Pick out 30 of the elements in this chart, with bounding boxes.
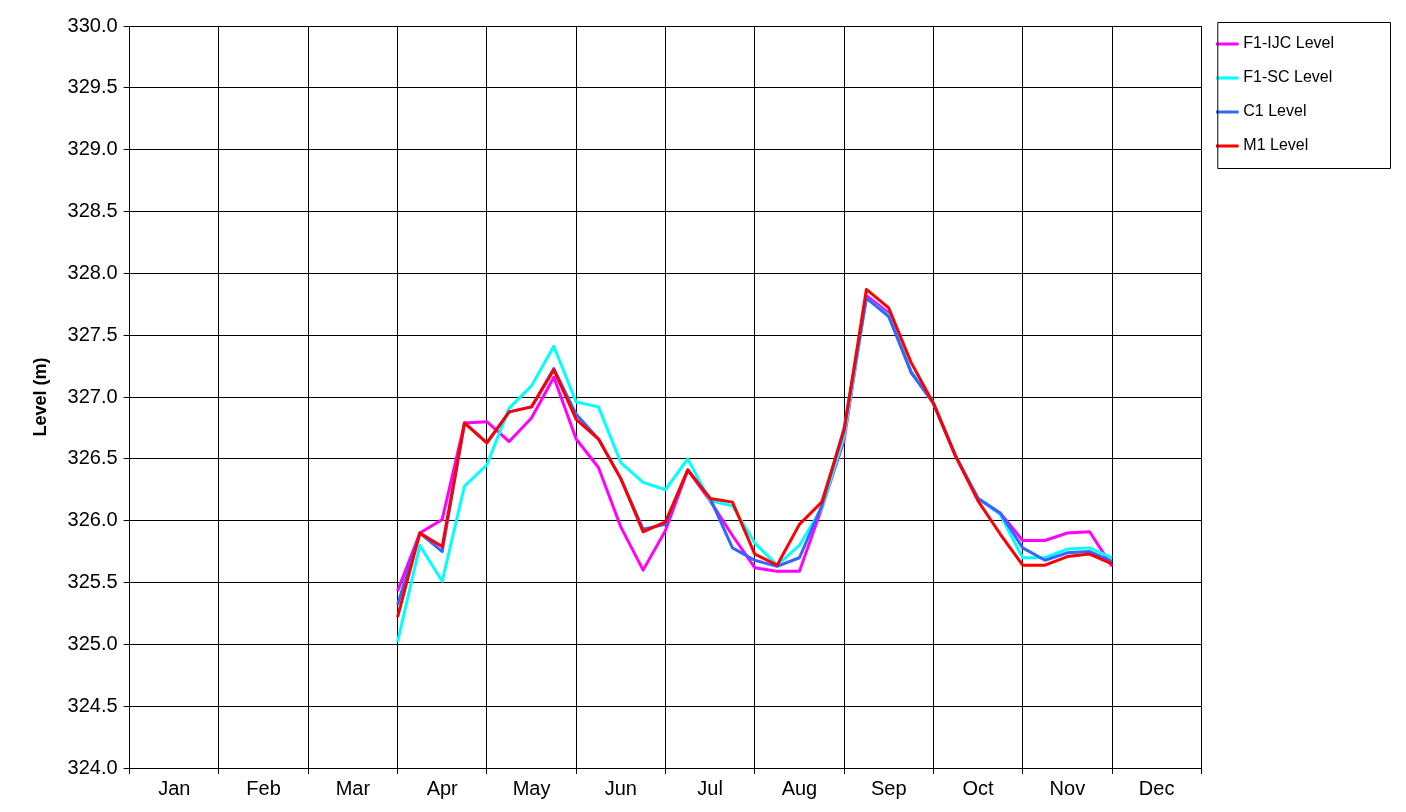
x-tick-label: Apr <box>426 776 459 799</box>
x-tick-label: Jun <box>604 776 637 799</box>
x-tick-label: Sep <box>870 776 907 799</box>
x-tick-label: Oct <box>962 776 995 799</box>
legend-label: C1 Level <box>1243 102 1307 120</box>
y-tick-label: 326.0 <box>67 508 118 531</box>
x-tick-label: Jan <box>158 776 191 799</box>
y-tick-label: 327.5 <box>67 322 118 345</box>
y-tick-label: 324.5 <box>67 693 118 716</box>
y-tick-label: 327.0 <box>67 384 118 407</box>
x-tick-label: Mar <box>335 776 371 799</box>
y-tick-label: 329.5 <box>67 75 118 98</box>
x-tick-label: Feb <box>246 776 281 799</box>
y-axis-title: Level (m) <box>29 357 50 437</box>
x-tick-label: Aug <box>781 776 818 799</box>
y-tick-label: 325.5 <box>67 570 118 593</box>
x-tick-label: May <box>512 776 551 799</box>
x-tick-label: Dec <box>1138 776 1175 799</box>
legend-label: F1-SC Level <box>1243 68 1333 86</box>
y-tick-label: 329.0 <box>67 137 118 160</box>
y-tick-label: 326.5 <box>67 446 118 469</box>
y-tick-label: 324.0 <box>67 755 118 778</box>
y-tick-label: 328.0 <box>67 260 118 283</box>
x-tick-label: Jul <box>697 776 723 799</box>
x-tick-label: Nov <box>1049 776 1086 799</box>
legend-label: M1 Level <box>1243 136 1309 154</box>
y-tick-label: 330.0 <box>67 13 118 36</box>
legend-label: F1-IJC Level <box>1243 34 1335 52</box>
y-tick-label: 328.5 <box>67 199 118 222</box>
y-tick-label: 325.0 <box>67 631 118 654</box>
